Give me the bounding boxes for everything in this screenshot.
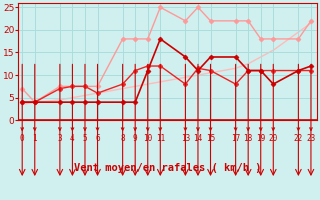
X-axis label: Vent moyen/en rafales ( km/h ): Vent moyen/en rafales ( km/h ) bbox=[74, 163, 261, 173]
